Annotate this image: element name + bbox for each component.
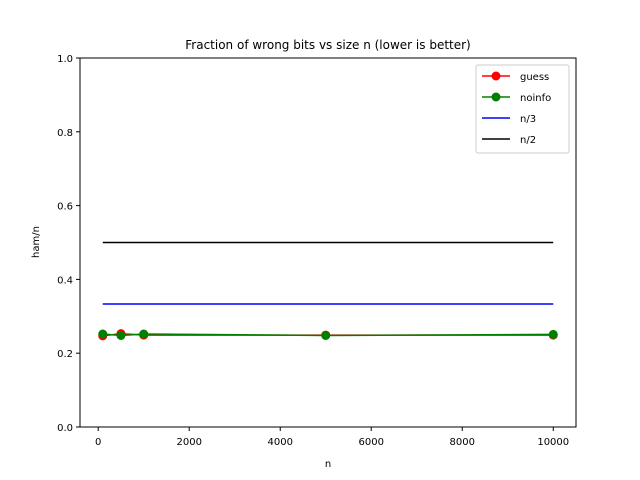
legend-marker-guess — [491, 71, 501, 81]
y-tick-label: 0.2 — [57, 349, 73, 360]
data-point-noinfo — [116, 330, 126, 340]
data-point-noinfo — [321, 330, 331, 340]
y-axis-label: ham/n — [31, 226, 42, 258]
x-axis-label: n — [325, 459, 331, 470]
plot-frame — [79, 57, 577, 428]
data-point-noinfo — [548, 329, 558, 339]
data-point-noinfo — [139, 329, 149, 339]
y-tick-label: 0.0 — [57, 423, 73, 434]
x-tick-label: 8000 — [450, 437, 475, 448]
data-point-noinfo — [98, 329, 108, 339]
y-tick-label: 0.6 — [57, 202, 73, 213]
y-tick-label: 0.4 — [57, 275, 73, 286]
x-tick-label: 0 — [95, 437, 101, 448]
y-tick-label: 0.8 — [57, 128, 73, 139]
x-tick-label: 10000 — [537, 437, 569, 448]
legend-label-n-2: n/2 — [520, 135, 536, 146]
legend-label-noinfo: noinfo — [520, 93, 551, 104]
y-tick-label: 1.0 — [57, 54, 73, 65]
x-tick-label: 4000 — [267, 437, 292, 448]
x-tick-label: 6000 — [359, 437, 384, 448]
legend-box — [475, 64, 570, 154]
legend-label-guess: guess — [520, 72, 549, 83]
chart-title: Fraction of wrong bits vs size n (lower … — [185, 38, 470, 52]
legend-marker-noinfo — [491, 92, 501, 102]
legend-label-n-3: n/3 — [520, 114, 536, 125]
plot-area: 0 2000 4000 6000 8000 10000 0.0 0.2 0.4 0.6 0.8 1.0… — [57, 54, 577, 448]
x-tick-label: 2000 — [176, 437, 201, 448]
